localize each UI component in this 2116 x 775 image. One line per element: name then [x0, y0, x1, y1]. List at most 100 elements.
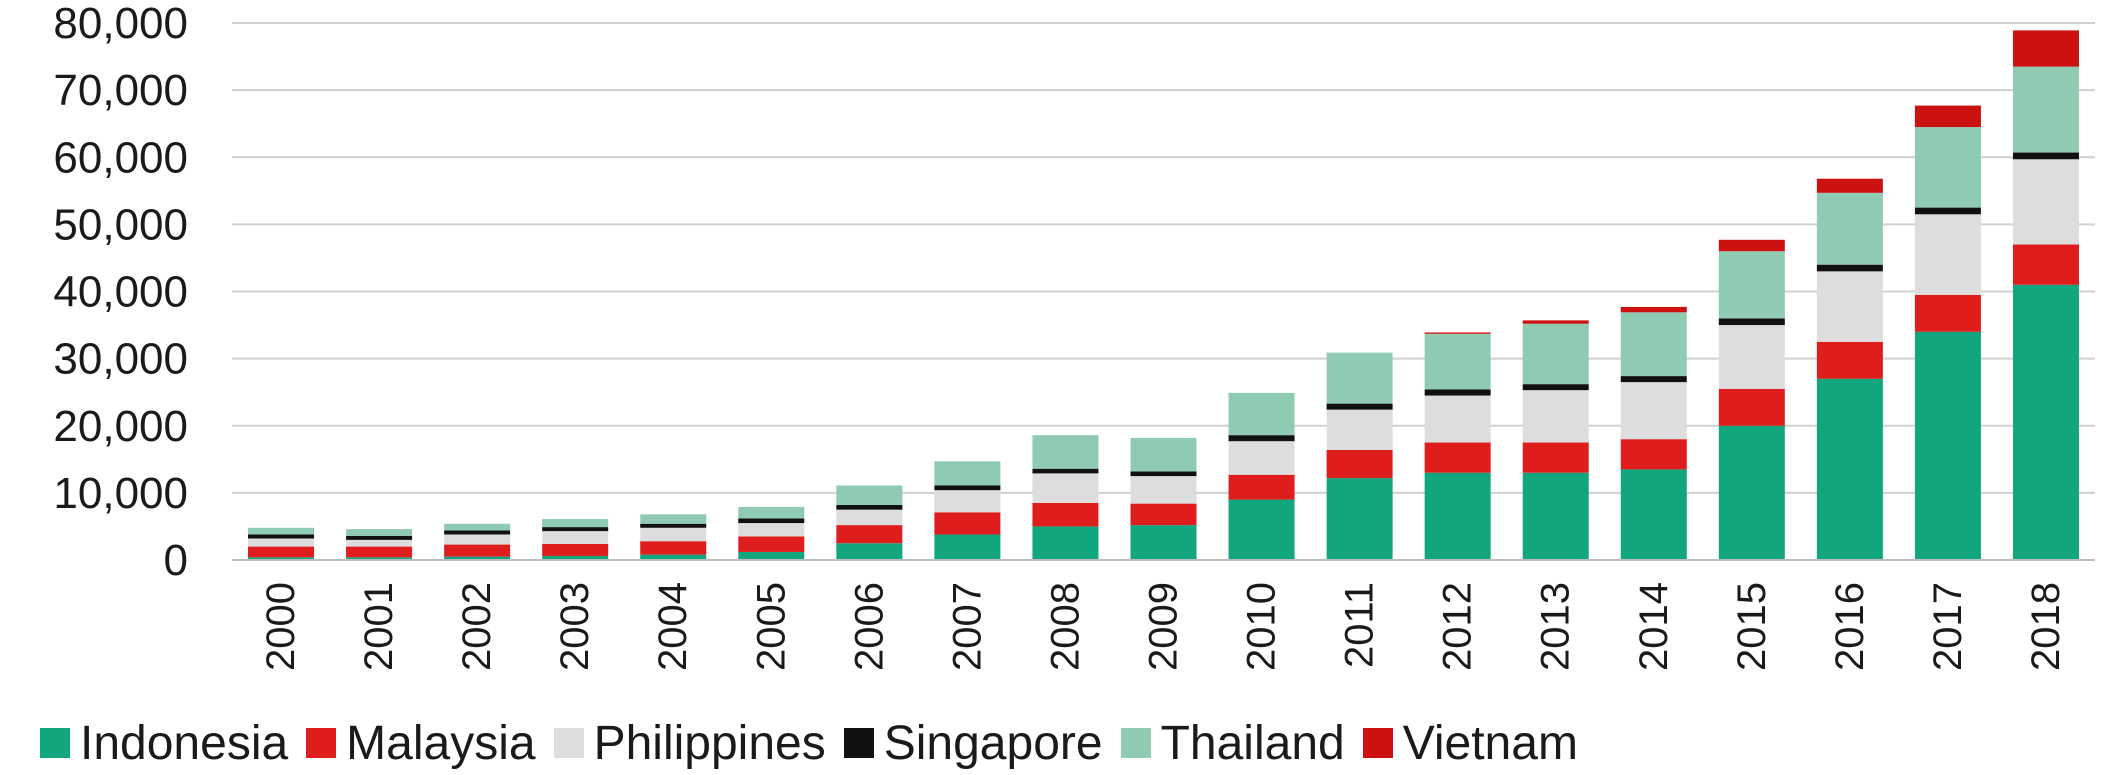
- y-tick-label: 50,000: [53, 200, 188, 249]
- legend-item-indonesia: Indonesia: [40, 716, 288, 771]
- bar-segment-thailand: [1424, 333, 1491, 390]
- legend-swatch: [843, 728, 874, 758]
- bar-segment-thailand: [738, 506, 805, 519]
- legend-label: Malaysia: [346, 716, 536, 770]
- bar-segment-thailand: [1032, 435, 1099, 469]
- bar-segment-malaysia: [1620, 439, 1687, 470]
- bar-segment-vietnam: [1424, 332, 1491, 334]
- bar-segment-malaysia: [640, 541, 707, 555]
- bar-segment-philippines: [836, 509, 903, 526]
- bar-segment-philippines: [1522, 390, 1589, 443]
- bar-segment-malaysia: [542, 543, 609, 556]
- bar-segment-singapore: [444, 530, 511, 535]
- y-tick-label: 30,000: [53, 335, 188, 384]
- bar-segment-singapore: [640, 523, 707, 528]
- bar-segment-indonesia: [346, 557, 413, 560]
- bar-segment-indonesia: [1130, 525, 1197, 560]
- bar-segment-singapore: [1718, 318, 1785, 326]
- bar-segment-singapore: [2012, 152, 2079, 160]
- bar-segment-malaysia: [836, 525, 903, 544]
- legend-swatch: [306, 728, 337, 758]
- bar-segment-malaysia: [1326, 449, 1393, 479]
- bar-segment-philippines: [2012, 159, 2079, 245]
- bar-segment-philippines: [640, 527, 707, 542]
- x-tick-label: 2005: [749, 582, 793, 671]
- x-tick-label: 2012: [1436, 582, 1480, 671]
- bar-segment-singapore: [1032, 468, 1099, 474]
- bar-segment-malaysia: [1816, 341, 1883, 379]
- bar-segment-thailand: [1522, 323, 1589, 385]
- bar-segment-philippines: [542, 531, 609, 544]
- bar-segment-indonesia: [836, 543, 903, 560]
- legend-item-singapore: Singapore: [843, 716, 1103, 771]
- stacked-bar-chart: 0 10,000 20,000 30,000 40,000 50,000 60,000 70,…: [53, 0, 2095, 671]
- bar-segment-vietnam: [1620, 306, 1687, 313]
- x-tick-label: 2011: [1338, 582, 1382, 668]
- bar-segment-thailand: [1326, 352, 1393, 404]
- bar-segment-vietnam: [2012, 30, 2079, 67]
- legend-swatch: [40, 728, 70, 758]
- bar-segment-thailand: [640, 514, 707, 524]
- bar-segment-singapore: [1816, 264, 1883, 272]
- bar-segment-malaysia: [1130, 503, 1197, 526]
- bar-segment-singapore: [1914, 207, 1981, 215]
- bar-segment-thailand: [542, 519, 609, 528]
- bar-segment-indonesia: [738, 551, 805, 560]
- bar-segment-malaysia: [2012, 244, 2079, 285]
- bar-segment-thailand: [836, 485, 903, 505]
- bar-segment-indonesia: [542, 555, 609, 560]
- legend-swatch: [553, 728, 584, 758]
- bar-segment-philippines: [1326, 409, 1393, 450]
- bar-segment-philippines: [1130, 476, 1197, 504]
- bar-segment-indonesia: [1620, 469, 1687, 560]
- legend-label: Indonesia: [80, 716, 289, 770]
- bar-segment-indonesia: [934, 534, 1001, 560]
- x-tick-label: 2014: [1632, 582, 1676, 671]
- bar-segment-vietnam: [1718, 239, 1785, 252]
- bar-segment-malaysia: [444, 544, 511, 557]
- bar-segment-philippines: [444, 534, 511, 545]
- bar-segment-philippines: [346, 539, 413, 547]
- legend-label: Thailand: [1160, 716, 1345, 770]
- bar-segment-thailand: [934, 461, 1001, 486]
- legend: Indonesia Malaysia Philippines Singapore Tha…: [40, 716, 1596, 771]
- bar-segment-indonesia: [1522, 472, 1589, 560]
- bar-segment-philippines: [248, 538, 315, 547]
- bar-segment-philippines: [1228, 441, 1295, 475]
- bar-segment-thailand: [1718, 251, 1785, 319]
- bar-segment-singapore: [1326, 403, 1393, 410]
- bar-segment-thailand: [248, 527, 315, 535]
- legend-item-thailand: Thailand: [1120, 716, 1345, 771]
- bar-segment-indonesia: [1228, 499, 1295, 560]
- bar-segment-thailand: [1130, 437, 1197, 472]
- bar-segment-indonesia: [2012, 284, 2079, 560]
- x-tick-label: 2000: [259, 582, 303, 671]
- legend-item-malaysia: Malaysia: [306, 716, 536, 771]
- bar-segment-malaysia: [1032, 502, 1099, 527]
- bar-segment-malaysia: [934, 512, 1001, 535]
- bar-segment-malaysia: [1914, 294, 1981, 332]
- x-tick-label: 2017: [1926, 582, 1970, 671]
- bar-segment-singapore: [1228, 435, 1295, 442]
- bar-segment-indonesia: [640, 554, 707, 560]
- bar-segment-indonesia: [1718, 425, 1785, 560]
- bar-segment-malaysia: [346, 546, 413, 558]
- bar-segment-thailand: [2012, 66, 2079, 153]
- legend-label: Singapore: [883, 716, 1103, 770]
- bar-segment-thailand: [1816, 192, 1883, 265]
- bar-segment-thailand: [1914, 127, 1981, 208]
- bar-segment-philippines: [1718, 325, 1785, 389]
- x-tick-label: 2018: [2024, 582, 2068, 671]
- y-tick-label: 40,000: [53, 268, 188, 317]
- bar-segment-thailand: [1620, 312, 1687, 377]
- bar-segment-philippines: [738, 523, 805, 537]
- bar-segment-singapore: [738, 518, 805, 524]
- bar-segment-malaysia: [1424, 442, 1491, 473]
- bar-segment-singapore: [1424, 389, 1491, 396]
- bars: [248, 30, 2079, 560]
- bar-segment-malaysia: [248, 546, 315, 558]
- x-tick-label: 2001: [357, 582, 401, 671]
- bar-segment-thailand: [444, 523, 511, 531]
- bar-segment-indonesia: [1424, 472, 1491, 560]
- bar-segment-indonesia: [1914, 331, 1981, 560]
